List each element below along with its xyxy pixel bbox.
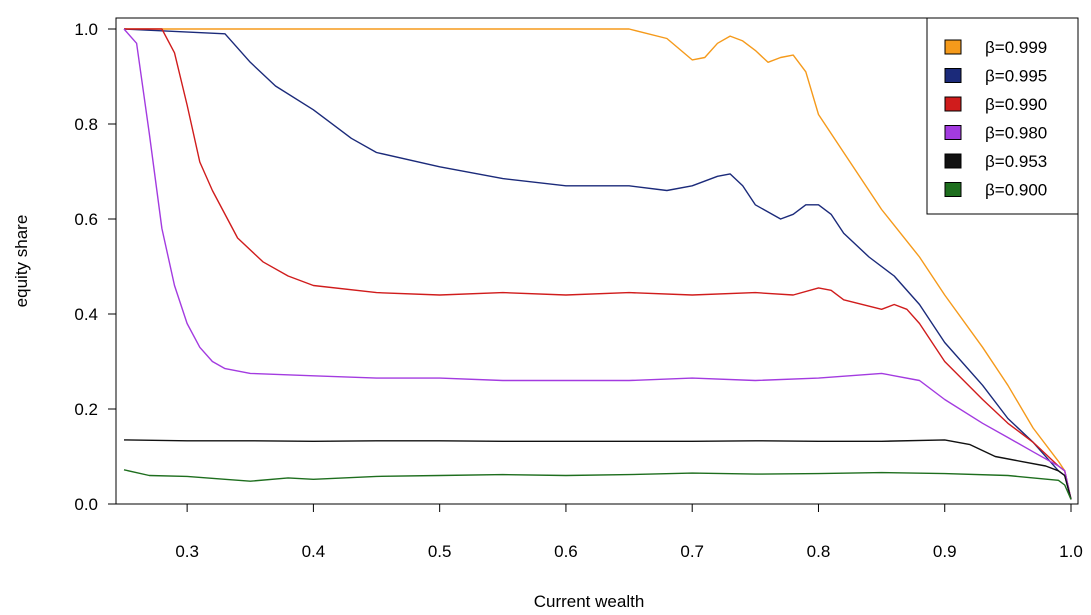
plot-frame bbox=[115, 17, 1079, 505]
legend-label-1: β=0.999 bbox=[985, 38, 1047, 57]
legend-swatch-6 bbox=[944, 182, 962, 197]
legend-label-5: β=0.953 bbox=[985, 152, 1047, 171]
y-axis-label: equity share bbox=[12, 215, 31, 308]
y-tick-label: 0.6 bbox=[74, 210, 98, 229]
legend-swatch-3 bbox=[944, 96, 962, 112]
x-tick-label: 0.9 bbox=[933, 542, 957, 561]
series-line-4 bbox=[123, 28, 1072, 500]
series-line-3 bbox=[124, 28, 1072, 500]
y-tick-label: 0.2 bbox=[74, 400, 98, 419]
legend-swatch-2 bbox=[944, 68, 962, 83]
legend-swatch-5 bbox=[944, 153, 962, 169]
series-line-1 bbox=[124, 28, 1072, 500]
legend-swatch-4 bbox=[944, 125, 962, 140]
x-tick-label: 1.0 bbox=[1059, 542, 1083, 561]
y-tick-label: 0.0 bbox=[74, 495, 98, 514]
y-tick-label: 0.8 bbox=[74, 115, 98, 134]
series-line-2 bbox=[123, 28, 1072, 500]
y-tick-label: 1.0 bbox=[74, 20, 98, 39]
y-tick-label: 0.4 bbox=[74, 305, 98, 324]
x-axis-label: Current wealth bbox=[534, 592, 645, 611]
legend-label-6: β=0.900 bbox=[985, 181, 1047, 200]
x-axis: 0.3 0.4 0.5 0.6 0.7 0.8 0.9 1.0 bbox=[175, 504, 1083, 561]
legend-swatch-1 bbox=[944, 39, 962, 55]
x-tick-label: 0.4 bbox=[302, 542, 326, 561]
x-tick-label: 0.7 bbox=[680, 542, 704, 561]
y-axis: 0.0 0.2 0.4 0.6 0.8 1.0 bbox=[74, 20, 116, 514]
legend-label-4: β=0.980 bbox=[985, 124, 1047, 143]
x-tick-label: 0.6 bbox=[554, 542, 578, 561]
series-layer bbox=[123, 28, 1072, 500]
x-tick-label: 0.3 bbox=[175, 542, 199, 561]
series-line-5 bbox=[123, 439, 1072, 500]
legend: β=0.999 β=0.995 β=0.990 β=0.980 β=0.953 β=0.9… bbox=[926, 17, 1079, 215]
x-tick-label: 0.8 bbox=[807, 542, 831, 561]
legend-label-3: β=0.990 bbox=[985, 95, 1047, 114]
series-line-6 bbox=[123, 469, 1072, 500]
legend-label-2: β=0.995 bbox=[985, 67, 1047, 86]
x-tick-label: 0.5 bbox=[428, 542, 452, 561]
